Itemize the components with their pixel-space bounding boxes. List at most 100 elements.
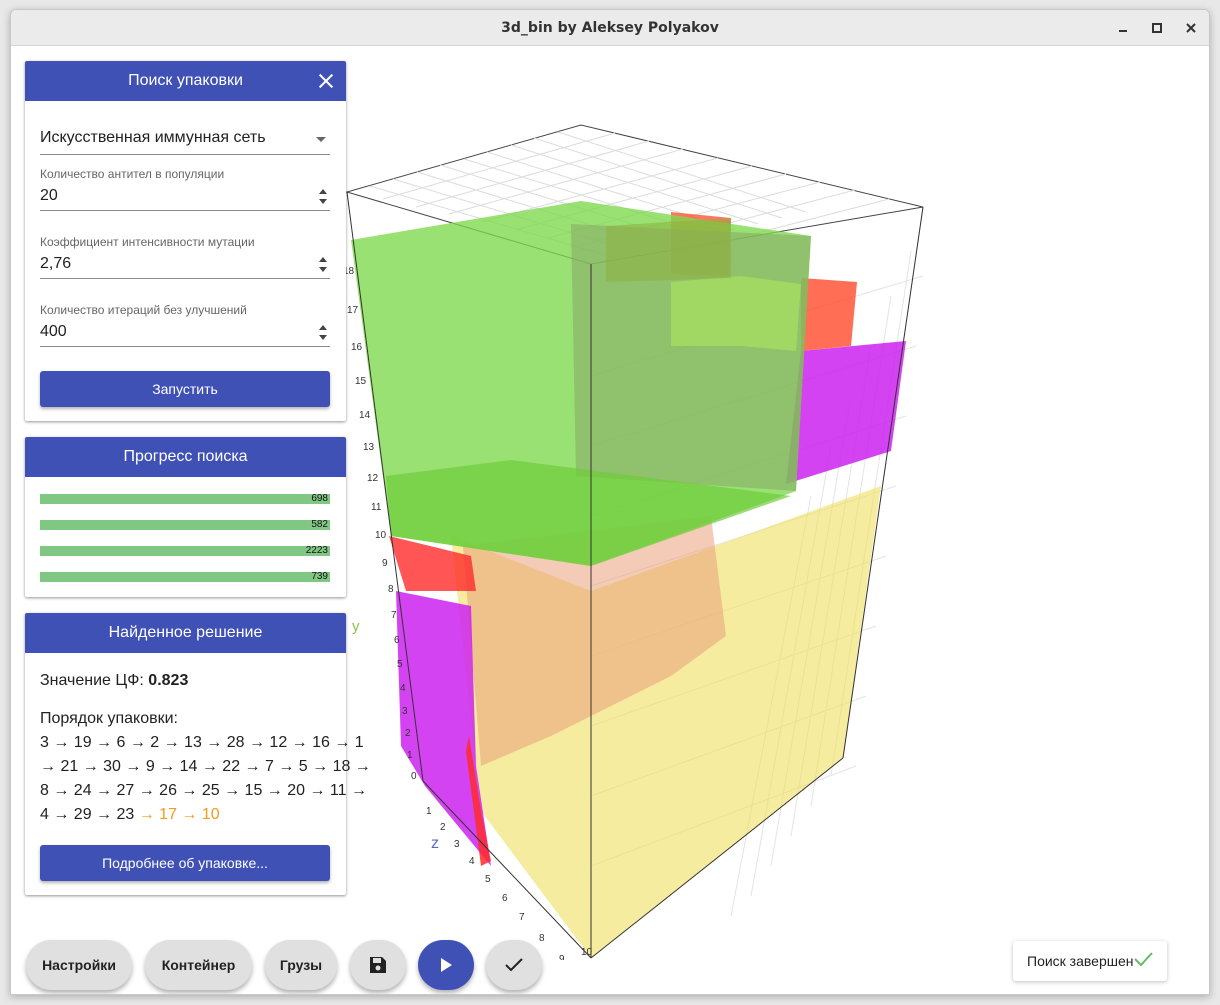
order-line-text: 4 → 29 → 23 (40, 806, 135, 823)
cargo-button[interactable]: Грузы (265, 940, 337, 990)
container-button[interactable]: Контейнер (145, 940, 252, 990)
stepper-icon[interactable] (318, 255, 328, 275)
cargo-block-magenta-right (786, 341, 906, 484)
objective-value: 0.823 (148, 672, 189, 689)
check-icon (1134, 952, 1153, 967)
progress-panel-header: Прогресс поиска (25, 437, 346, 477)
iterations-field[interactable]: 400 (40, 319, 330, 347)
order-label: Порядок упаковки: (40, 710, 178, 727)
y-tick: 16 (351, 342, 363, 353)
mutation-value: 2,76 (40, 255, 72, 272)
container-edges (346, 191, 924, 959)
z-tick: 8 (539, 933, 545, 944)
z-tick: 5 (485, 874, 491, 885)
search-panel-header: Поиск упаковки (25, 61, 346, 101)
y-tick: 14 (359, 410, 371, 421)
y-tick: 2 (405, 728, 411, 739)
cargo-block-salmon (463, 516, 726, 766)
antibodies-value: 20 (40, 187, 58, 204)
z-tick: 4 (469, 856, 475, 867)
y-tick: 12 (367, 473, 379, 484)
order-block: Порядок упаковки: 3 → 19 → 6 → 2 → 13 → … (40, 707, 371, 827)
progress-fill (40, 520, 330, 530)
solution-panel-title: Найденное решение (108, 624, 263, 641)
save-button[interactable] (350, 940, 406, 990)
z-tick: 9 (559, 954, 565, 960)
z-tick: 6 (502, 893, 508, 904)
close-window-icon[interactable] (1181, 18, 1201, 38)
algorithm-value: Искусственная иммунная сеть (40, 129, 266, 146)
run-button[interactable]: Запустить (40, 371, 330, 407)
antibodies-label: Количество антител в популяции (40, 167, 225, 181)
z-tick: 1 (426, 806, 432, 817)
cargo-block-green-small (671, 276, 801, 351)
y-tick: 15 (355, 376, 367, 387)
search-panel: Поиск упаковки Искусственная иммунная се… (25, 61, 346, 421)
play-button[interactable] (418, 940, 474, 990)
progress-panel: Прогресс поиска 698 582 2223 739 (25, 437, 346, 597)
cargo-block-red-3 (801, 278, 857, 351)
y-tick: 17 (347, 305, 359, 316)
algorithm-select[interactable]: Искусственная иммунная сеть (40, 123, 330, 155)
progress-value: 582 (311, 519, 328, 530)
settings-button[interactable]: Настройки (26, 940, 132, 990)
y-tick: 0 (411, 771, 417, 782)
progress-bar: 582 (40, 519, 330, 530)
order-line: → 21 → 30 → 9 → 14 → 22 → 7 → 5 → 18 → (40, 758, 371, 775)
y-ticks: 0 1 2 3 4 5 6 7 8 9 10 11 12 13 14 15 16… (343, 266, 417, 782)
minimize-icon[interactable] (1113, 18, 1133, 38)
progress-bar: 698 (40, 493, 330, 504)
chevron-down-icon (316, 137, 326, 142)
maximize-icon[interactable] (1147, 18, 1167, 38)
cargo-block-green-lower (386, 460, 791, 566)
y-tick: 8 (388, 584, 394, 595)
status-toast: Поиск завершен (1013, 941, 1167, 981)
progress-fill (40, 494, 330, 504)
z-ticks: 1 2 3 4 5 6 7 8 9 10 (426, 806, 593, 960)
y-tick: 18 (343, 266, 355, 277)
y-tick: 10 (375, 530, 387, 541)
main-content: y z 0 1 2 3 4 5 6 7 8 9 10 11 12 13 14 1… (11, 46, 1209, 994)
window-title: 3d_bin by Aleksey Polyakov (501, 19, 719, 36)
mutation-field[interactable]: 2,76 (40, 251, 330, 279)
cargo-block-olive-small (606, 218, 731, 282)
toast-text: Поиск завершен (1027, 953, 1134, 969)
y-tick: 11 (371, 502, 382, 513)
order-line-last: 4 → 29 → 23 → 17 → 10 (40, 803, 335, 827)
save-icon (370, 957, 386, 973)
solution-panel-header: Найденное решение (25, 613, 346, 653)
objective-label: Значение ЦФ: (40, 672, 144, 689)
progress-bar: 739 (40, 571, 330, 582)
y-tick: 7 (391, 610, 397, 621)
y-tick: 9 (382, 558, 388, 569)
progress-panel-title: Прогресс поиска (123, 448, 248, 465)
y-tick: 4 (400, 683, 406, 694)
stepper-icon[interactable] (318, 323, 328, 343)
packing-3d-view[interactable]: y z 0 1 2 3 4 5 6 7 8 9 10 11 12 13 14 1… (341, 120, 931, 960)
order-line: 8 → 24 → 27 → 26 → 25 → 15 → 20 → 11 → (40, 782, 367, 799)
y-tick: 6 (394, 635, 400, 646)
antibodies-field[interactable]: 20 (40, 183, 330, 211)
progress-value: 2223 (305, 545, 328, 556)
cargo-block-red-2 (466, 736, 491, 866)
progress-fill (40, 572, 330, 582)
close-icon[interactable] (316, 71, 336, 91)
y-tick: 3 (402, 706, 408, 717)
y-tick: 1 (407, 750, 413, 761)
z-axis-label: z (431, 835, 439, 852)
y-tick: 13 (363, 442, 375, 453)
progress-bar: 2223 (40, 545, 330, 556)
stepper-icon[interactable] (318, 187, 328, 207)
cargo-block-red-1 (389, 536, 476, 591)
iterations-value: 400 (40, 323, 67, 340)
apply-button[interactable] (486, 940, 542, 990)
progress-value: 698 (311, 493, 328, 504)
order-tail: → 17 → 10 (134, 806, 220, 823)
y-tick: 5 (397, 659, 403, 670)
z-tick: 7 (519, 912, 525, 923)
details-button[interactable]: Подробнее об упаковке... (40, 845, 330, 881)
check-icon (505, 958, 523, 972)
order-line: 3 → 19 → 6 → 2 → 13 → 28 → 12 → 16 → 1 (40, 734, 364, 751)
play-icon (441, 958, 452, 972)
app-window: 3d_bin by Aleksey Polyakov (10, 9, 1210, 995)
